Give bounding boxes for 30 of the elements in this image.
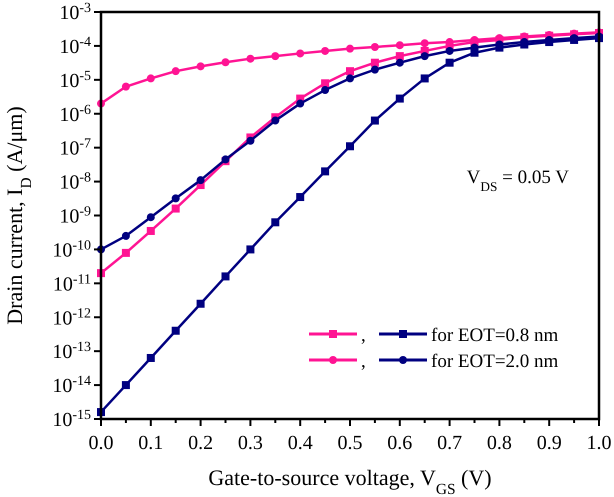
annotation: V$_{DS}$ = 0.05 V — [466, 166, 570, 194]
legend-label: for EOT=0.8 nm — [431, 325, 559, 346]
y-tick-label: 10$^{-4}$ — [59, 34, 91, 58]
legend-label: , — [361, 325, 366, 346]
x-tick-label: 1.0 — [586, 432, 612, 454]
x-tick-label: 0.4 — [288, 432, 313, 454]
x-tick-label: 0.5 — [338, 432, 362, 454]
x-tick-label: 0.6 — [387, 432, 412, 454]
y-tick-label: 10$^{-10}$ — [52, 238, 91, 262]
y-tick-label: 10$^{-3}$ — [59, 0, 91, 24]
y-tick-label: 10$^{-9}$ — [59, 204, 91, 228]
x-tick-label: 0.2 — [188, 432, 214, 454]
x-tick-label: 0.1 — [138, 432, 164, 454]
x-tick-label: 0.9 — [536, 432, 562, 454]
y-tick-label: 10$^{-8}$ — [59, 170, 91, 194]
legend-label: for EOT=2.0 nm — [431, 351, 559, 372]
y-tick-label: 10$^{-7}$ — [59, 136, 91, 160]
x-tick-label: 0.7 — [437, 432, 462, 454]
x-tick-label: 0.3 — [238, 432, 263, 454]
y-tick-label: 10$^{-11}$ — [52, 272, 91, 296]
x-axis-title: Gate-to-source voltage, V$_{GS}$ (V) — [208, 465, 492, 497]
y-tick-label: 10$^{-12}$ — [52, 306, 91, 330]
y-tick-label: 10$^{-13}$ — [52, 340, 91, 364]
legend-label: , — [361, 351, 366, 372]
y-tick-label: 10$^{-15}$ — [52, 408, 91, 431]
x-tick-label: 0.8 — [486, 432, 512, 454]
y-tick-label: 10$^{-14}$ — [52, 374, 91, 398]
y-tick-label: 10$^{-6}$ — [59, 102, 91, 126]
x-tick-label: 0.0 — [88, 432, 114, 454]
y-tick-label: 10$^{-5}$ — [59, 68, 91, 92]
